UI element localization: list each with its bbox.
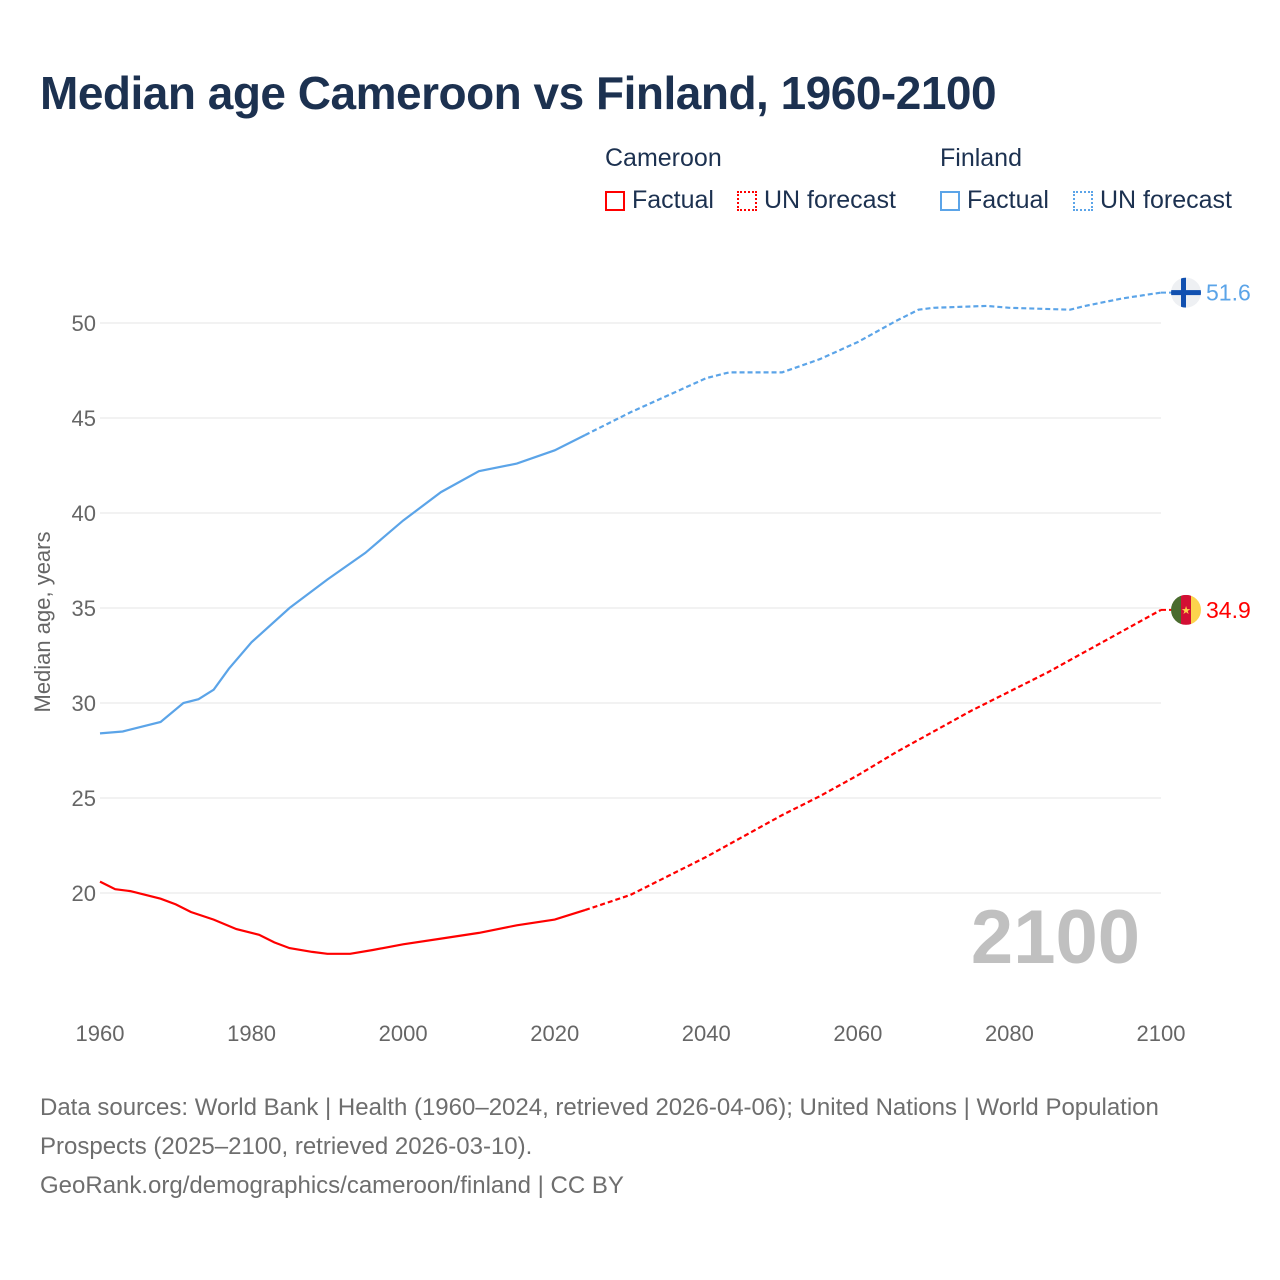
legend-group-cameroon: Cameroon bbox=[605, 144, 722, 172]
x-tick-label: 2100 bbox=[1137, 1021, 1186, 1046]
finland-forecast-line bbox=[584, 291, 1162, 437]
chart-title: Median age Cameroon vs Finland, 1960-210… bbox=[40, 67, 997, 119]
x-tick-label: 1960 bbox=[76, 1021, 125, 1046]
y-tick-label: 35 bbox=[72, 596, 96, 621]
x-tick-label: 2080 bbox=[985, 1021, 1034, 1046]
cameroon-factual-line bbox=[99, 880, 586, 955]
flag-green bbox=[1171, 594, 1181, 625]
finland-flag-icon bbox=[1171, 277, 1201, 308]
y-tick-label: 45 bbox=[72, 406, 96, 431]
legend-swatch-dotted bbox=[737, 190, 757, 211]
legend-swatch-solid bbox=[940, 190, 960, 211]
flag-body: ★ bbox=[1171, 594, 1201, 625]
x-tick-label: 2020 bbox=[530, 1021, 579, 1046]
data-sources: Data sources: World Bank | Health (1960–… bbox=[40, 1088, 1220, 1205]
flag-body bbox=[1171, 277, 1201, 308]
legend-swatch-solid bbox=[605, 190, 625, 211]
x-tick-label: 1980 bbox=[227, 1021, 276, 1046]
legend-finland-factual[interactable]: Factual bbox=[940, 186, 1049, 215]
sources-url[interactable]: GeoRank.org/demographics/cameroon/finlan… bbox=[40, 1172, 624, 1199]
legend-finland-forecast[interactable]: UN forecast bbox=[1073, 186, 1232, 215]
flag-red bbox=[1181, 594, 1191, 625]
y-tick-label: 25 bbox=[72, 786, 96, 811]
x-tick-label: 2040 bbox=[682, 1021, 731, 1046]
x-tick-label: 2060 bbox=[833, 1021, 882, 1046]
legend-group-finland: Finland bbox=[940, 144, 1022, 172]
y-tick-label: 20 bbox=[72, 881, 96, 906]
finland-end-value: 51.6 bbox=[1206, 280, 1251, 306]
legend-label: UN forecast bbox=[1100, 186, 1232, 214]
year-watermark: 2100 bbox=[971, 895, 1140, 980]
legend-swatch-dotted bbox=[1073, 190, 1093, 211]
legend-label: Factual bbox=[632, 186, 714, 214]
sources-line: Data sources: World Bank | Health (1960–… bbox=[40, 1094, 1159, 1160]
finland-factual-line bbox=[99, 434, 586, 735]
legend-label: UN forecast bbox=[764, 186, 896, 214]
legend-cameroon-forecast[interactable]: UN forecast bbox=[737, 186, 896, 215]
flag-star: ★ bbox=[1181, 605, 1191, 617]
y-tick-label: 40 bbox=[72, 501, 96, 526]
y-axis-label: Median age, years bbox=[30, 532, 55, 713]
y-tick-label: 50 bbox=[72, 311, 96, 336]
flag-cross-v bbox=[1181, 277, 1186, 308]
x-tick-label: 2000 bbox=[379, 1021, 428, 1046]
y-tick-label: 30 bbox=[72, 691, 96, 716]
cameroon-forecast-line bbox=[584, 608, 1162, 912]
cameroon-end-value: 34.9 bbox=[1206, 597, 1251, 623]
legend-cameroon-factual[interactable]: Factual bbox=[605, 186, 714, 215]
flag-yellow bbox=[1191, 594, 1201, 625]
legend-label: Factual bbox=[967, 186, 1049, 214]
cameroon-flag-icon: ★ bbox=[1171, 594, 1201, 625]
